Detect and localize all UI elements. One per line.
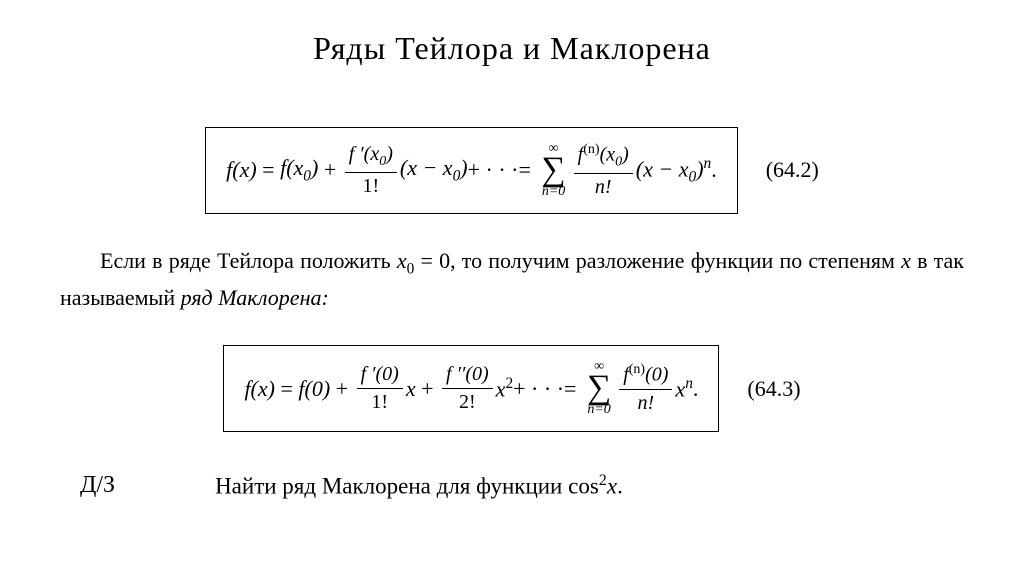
equals2: =: [564, 376, 582, 402]
plus: +: [330, 376, 353, 402]
eq2-fracn: f(n)(0) n!: [619, 362, 672, 415]
eq1-fracn: f(n)(x0) n!: [574, 142, 633, 199]
eq1-diffn: (x − x0)n: [636, 155, 711, 187]
eq2-sum: ∞ ∑ n=0: [587, 360, 611, 417]
plus: +: [318, 157, 341, 183]
eq1-dots: + · · ·: [468, 157, 519, 183]
equation-taylor-label: (64.2): [766, 157, 819, 183]
eq2-period: .: [693, 376, 699, 402]
equation-taylor-row: f(x) = f(x0) + f ′(x0) 1! (x − x0) + · ·…: [40, 127, 984, 214]
equation-maclaurin-row: f(x) = f(0) + f ′(0) 1! x + f ′′(0) 2! x…: [40, 345, 984, 432]
eq1-term1: f(x0): [280, 155, 318, 185]
eq2-frac2: f ′′(0) 2!: [442, 363, 493, 414]
equation-maclaurin-label: (64.3): [747, 376, 800, 402]
eq2-x1: x: [406, 376, 416, 402]
eq2-x2: x2: [496, 375, 513, 402]
eq1-frac1: f ′(x0) 1!: [345, 143, 397, 198]
equation-taylor: f(x) = f(x0) + f ′(x0) 1! (x − x0) + · ·…: [226, 142, 717, 199]
eq2-frac1: f ′(0) 1!: [357, 363, 403, 414]
equals: =: [275, 376, 298, 402]
homework-row: Д/З Найти ряд Маклорена для функции cos2…: [40, 472, 984, 500]
eq2-lhs: f(x): [244, 376, 275, 402]
equation-maclaurin: f(x) = f(0) + f ′(0) 1! x + f ′′(0) 2! x…: [244, 360, 698, 417]
equation-taylor-box: f(x) = f(x0) + f ′(x0) 1! (x − x0) + · ·…: [205, 127, 738, 214]
eq2-dots: + · · ·: [513, 376, 564, 402]
homework-task: Найти ряд Маклорена для функции cos2x.: [215, 472, 623, 500]
equation-maclaurin-box: f(x) = f(0) + f ′(0) 1! x + f ′′(0) 2! x…: [223, 345, 719, 432]
eq1-diff1: (x − x0): [400, 155, 468, 185]
eq1-sum: ∞ ∑ n=0: [541, 142, 565, 199]
page-title: Ряды Тейлора и Маклорена: [40, 30, 984, 67]
plus: +: [416, 376, 439, 402]
description-paragraph: Если в ряде Тейлора положить x0 = 0, то …: [60, 244, 964, 315]
eq2-term1: f(0): [298, 376, 330, 402]
eq1-period: .: [711, 157, 717, 183]
eq2-xn: xn: [675, 375, 692, 402]
equals2: =: [519, 157, 537, 183]
equals: =: [257, 157, 280, 183]
homework-label: Д/З: [80, 472, 115, 499]
eq1-lhs: f(x): [226, 157, 257, 183]
